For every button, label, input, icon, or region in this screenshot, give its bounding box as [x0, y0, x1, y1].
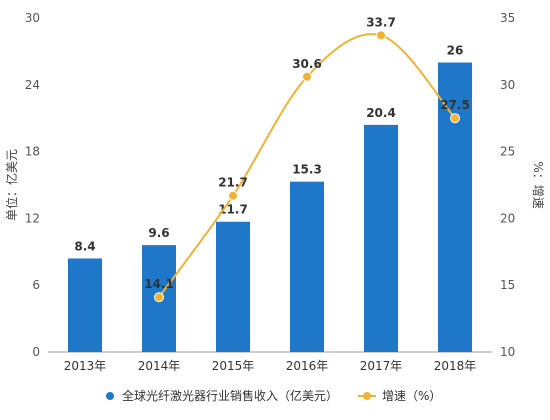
legend-line-marker — [363, 392, 371, 400]
bar — [438, 62, 472, 353]
y-left-tick-label: 0 — [32, 345, 40, 359]
bar — [290, 181, 324, 352]
y-right-tick-label: 15 — [500, 278, 515, 292]
line-point — [302, 71, 312, 82]
y-right-tick-label: 35 — [500, 11, 515, 25]
line-point — [450, 113, 460, 124]
line-value-label: 33.7 — [366, 15, 396, 29]
bar-value-label: 26 — [447, 44, 464, 58]
line-value-label: 30.6 — [292, 57, 322, 71]
y-axis-left-title: 单位：亿美元 — [4, 149, 19, 221]
line-point — [228, 190, 238, 201]
x-tick-label: 2017年 — [360, 359, 403, 373]
line-value-label: 14.1 — [144, 277, 174, 291]
y-left-tick-label: 24 — [25, 78, 40, 92]
x-tick-label: 2018年 — [434, 359, 477, 373]
x-tick-label: 2013年 — [64, 359, 107, 373]
line-point — [376, 30, 386, 41]
legend-bar-label: 全球光纤激光器行业销售收入（亿美元） — [122, 388, 338, 403]
bar-value-label: 8.4 — [74, 239, 95, 253]
y-right-tick-label: 30 — [500, 78, 515, 92]
line-value-label: 21.7 — [218, 176, 248, 190]
bar — [364, 124, 398, 352]
x-tick-label: 2014年 — [138, 359, 181, 373]
legend-bar-marker — [106, 392, 114, 400]
bar-value-label: 9.6 — [148, 226, 169, 240]
bar — [68, 258, 102, 352]
y-left-tick-label: 12 — [25, 211, 40, 225]
y-right-tick-label: 20 — [500, 211, 515, 225]
line-point — [154, 292, 164, 303]
y-left-tick-label: 18 — [25, 145, 40, 159]
bar-value-label: 20.4 — [366, 106, 396, 120]
line-value-label: 27.5 — [440, 98, 470, 112]
y-right-tick-label: 25 — [500, 145, 515, 159]
bar — [216, 221, 250, 352]
bar-value-label: 15.3 — [292, 163, 322, 177]
y-axis-right-title: %：增速 — [531, 161, 545, 208]
x-tick-label: 2015年 — [212, 359, 255, 373]
legend: 全球光纤激光器行业销售收入（亿美元） 增速（%） — [106, 388, 441, 403]
y-left-tick-label: 6 — [32, 278, 40, 292]
y-right-tick-label: 10 — [500, 345, 515, 359]
y-left-tick-label: 30 — [25, 11, 40, 25]
legend-line-label: 增速（%） — [382, 389, 441, 403]
x-tick-label: 2016年 — [286, 359, 329, 373]
